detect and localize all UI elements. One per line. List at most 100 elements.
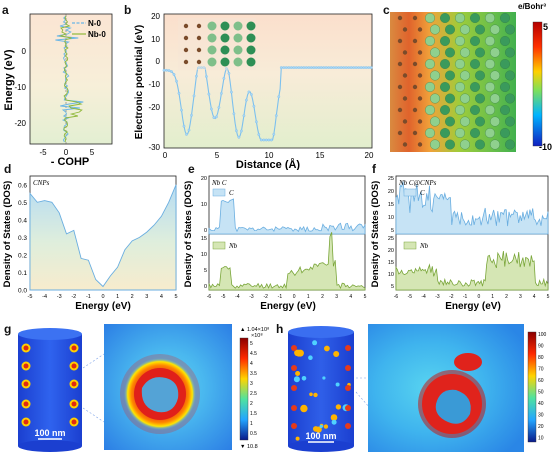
cohp-series-nb <box>58 15 83 143</box>
hotspot <box>300 404 308 413</box>
carbon-atom <box>412 15 418 21</box>
charge-colorbar <box>532 21 543 147</box>
ytick: 20 <box>201 176 207 182</box>
nb-atom <box>490 24 500 35</box>
potential-point <box>319 66 323 70</box>
carbon-atom <box>402 119 408 124</box>
nb-atom <box>460 24 470 35</box>
carbon-atom <box>397 130 403 136</box>
potential-point <box>232 112 236 116</box>
potential-point <box>259 138 263 142</box>
nb-atom <box>485 36 495 46</box>
ytick: 0 <box>204 228 207 234</box>
xtick: -1 <box>86 294 91 300</box>
colorbar-tick: 0.5 <box>250 431 257 437</box>
hotspot <box>322 376 326 380</box>
legend-swatch-c <box>212 188 226 197</box>
nb-atom <box>490 70 500 81</box>
cohp-axes-frame <box>29 13 113 145</box>
potential-point <box>324 66 328 70</box>
colorbar-tick: 20 <box>538 424 544 430</box>
hotspot-core <box>71 419 77 425</box>
x-axis-label: Energy (eV) <box>260 301 316 312</box>
panel-label-a: a <box>2 3 9 17</box>
inset-atom <box>220 57 230 67</box>
carbon-atom <box>402 27 408 32</box>
inset-atom <box>196 47 202 53</box>
nb-atom <box>505 116 515 127</box>
svg-text:10: 10 <box>265 151 274 160</box>
xtick: 5 <box>547 294 550 300</box>
potential-point <box>210 107 213 111</box>
potential-point <box>277 95 281 99</box>
carbon-atom <box>397 15 403 21</box>
potential-point <box>297 66 301 70</box>
nb-atom <box>430 47 440 58</box>
ytick: 0.1 <box>18 270 27 277</box>
potential-point <box>167 69 171 73</box>
xtick: -3 <box>435 294 440 300</box>
carbon-atom <box>417 119 423 124</box>
panel-label-g: g <box>4 322 12 336</box>
potential-point <box>342 66 346 70</box>
hotspot-core <box>23 401 29 407</box>
nb-atom <box>500 128 510 138</box>
structure-inset <box>178 18 256 70</box>
x-axis-label: Energy (eV) <box>75 301 131 312</box>
potential-point <box>165 68 168 72</box>
ytick: 0.4 <box>18 217 27 224</box>
xtick: 2 <box>505 294 508 300</box>
xtick: 0 <box>293 294 296 300</box>
potential-point <box>314 66 318 70</box>
xtick: -4 <box>421 294 426 300</box>
xtick: -3 <box>249 294 254 300</box>
potential-point <box>364 66 368 70</box>
potential-point <box>245 98 248 102</box>
xtick: 5 <box>364 294 367 300</box>
potential-point <box>304 66 308 70</box>
potential-point <box>287 66 291 70</box>
colorbar-tick: 60 <box>538 378 544 384</box>
potential-point <box>367 66 371 70</box>
nb-atom <box>485 59 495 69</box>
legend-entry-nb: Nb-0 <box>88 30 106 39</box>
ytick: -10 <box>14 83 26 92</box>
nb-atom <box>485 13 495 23</box>
legend-entry-nb: Nb <box>228 242 238 250</box>
hotspot-core <box>291 345 297 351</box>
annotation: CNPs <box>33 179 50 187</box>
panel-label-d: d <box>4 162 12 176</box>
nb-atom <box>445 116 455 127</box>
hotspot-core <box>345 345 351 351</box>
panel-d-dos-cnps: CNPs 0.6 0.5 0.4 0.3 0.2 0.1 0.0 -5 -4 -3 -2 -1 0 1 2… <box>2 175 178 312</box>
ytick: 5 <box>204 268 207 274</box>
xtick: 5 <box>174 294 177 300</box>
xtick: 2 <box>321 294 324 300</box>
ytick: 0.0 <box>18 288 27 295</box>
potential-point <box>292 66 296 70</box>
colorbar-tick: 40 <box>538 401 544 407</box>
annotation: Nb C <box>211 179 227 187</box>
xtick: -2 <box>449 294 454 300</box>
inset-atom <box>233 57 243 67</box>
ytick: -20 <box>14 119 26 128</box>
nb-atom <box>500 13 510 23</box>
inset-atom <box>183 35 189 41</box>
hotspot <box>295 371 301 376</box>
colorbar-tick: 70 <box>538 367 544 373</box>
potential-point <box>307 66 311 70</box>
potential-point <box>354 66 358 70</box>
dos-c-series <box>208 198 366 235</box>
hotspot-core <box>291 365 297 371</box>
hotspot <box>315 426 322 433</box>
nb-atom <box>460 116 470 127</box>
potential-point <box>247 90 251 94</box>
carbon-atom <box>397 38 403 44</box>
colorbar-tick: 3 <box>250 381 253 387</box>
potential-point <box>205 75 208 78</box>
nb-atom <box>485 105 495 115</box>
panel-c-charge-density: e/Bohr³ 5 -10 <box>390 2 552 152</box>
nb-atom <box>425 128 435 138</box>
hotspot <box>293 376 300 383</box>
panel-b-potential-plot: 20 10 0 -10 -20 -30 0 5 10 15 20 Distanc… <box>134 12 374 170</box>
